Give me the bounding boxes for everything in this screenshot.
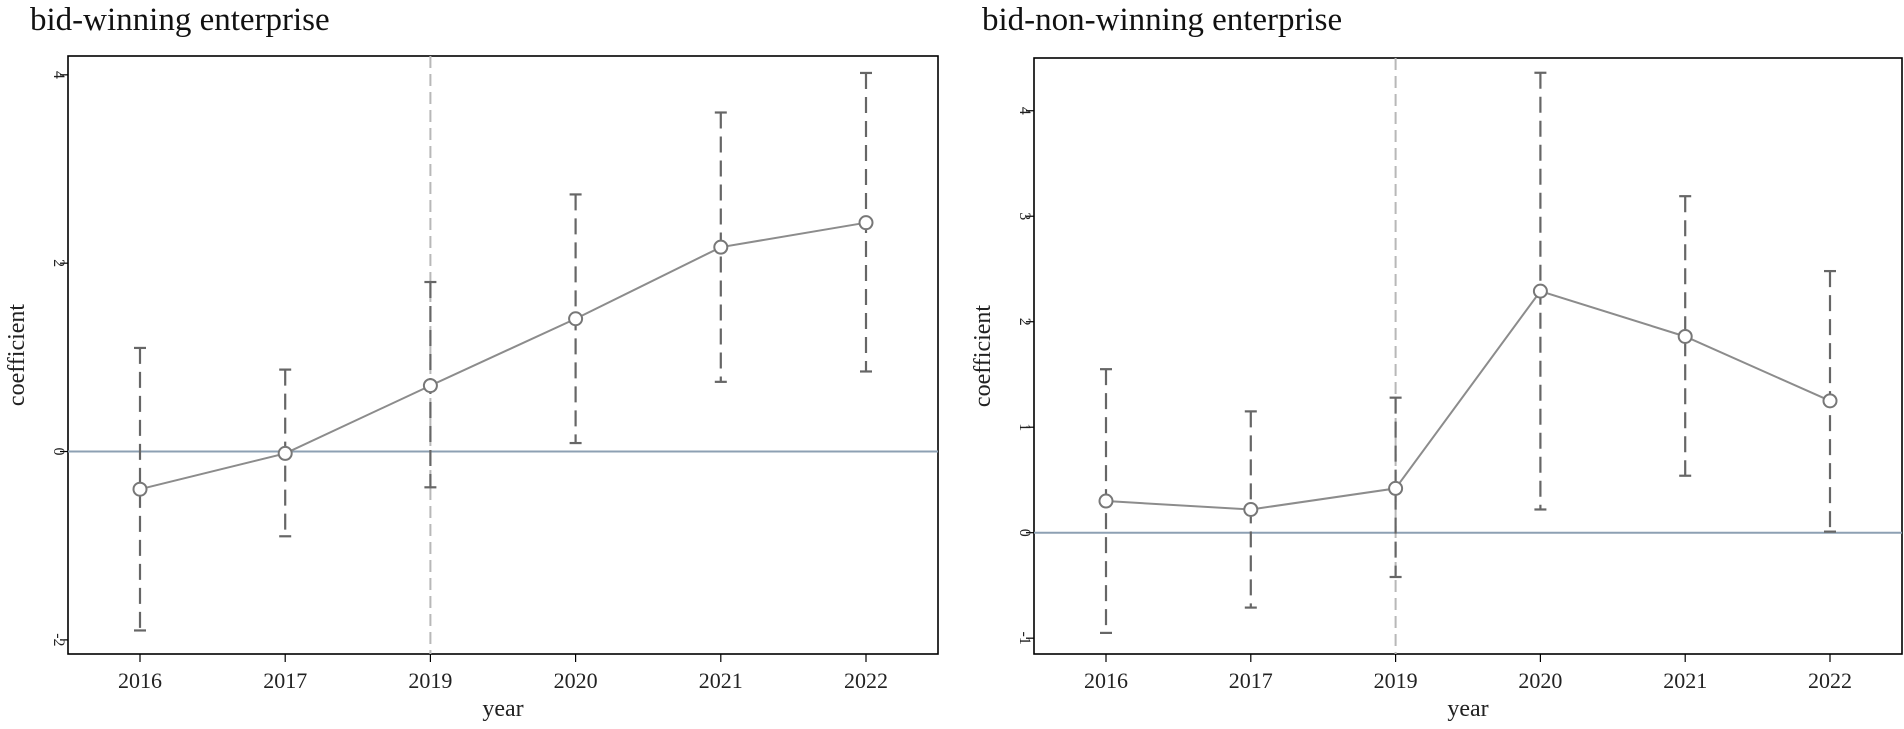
data-point xyxy=(858,215,874,231)
data-point xyxy=(132,481,148,497)
chart-panel-right: bid-non-winning enterprise -1 0 1 2 3 4 2016 20… xyxy=(952,0,1904,729)
data-point xyxy=(1388,480,1404,496)
x-tick-label: 2016 xyxy=(118,668,162,693)
x-tick-label: 2022 xyxy=(844,668,888,693)
x-tick-label: 2021 xyxy=(1663,668,1707,693)
plot-frame xyxy=(1033,57,1903,655)
y-tick-label: 2 xyxy=(50,259,67,267)
chart-title: bid-winning enterprise xyxy=(30,2,330,38)
y-tick-label: 2 xyxy=(1016,318,1033,326)
error-bar xyxy=(1679,195,1692,477)
series-line xyxy=(1105,289,1831,511)
x-tick-label: 2020 xyxy=(554,668,598,693)
series-line xyxy=(139,221,867,491)
plot-frame xyxy=(67,55,939,655)
y-tick-label: 0 xyxy=(1016,529,1033,537)
y-tick-label: 1 xyxy=(1016,423,1033,431)
data-point xyxy=(422,378,438,394)
error-bar xyxy=(134,346,146,632)
x-tick-label: 2017 xyxy=(263,668,307,693)
data-point xyxy=(1532,283,1548,299)
x-tick-label: 2020 xyxy=(1518,668,1562,693)
x-tick-label: 2019 xyxy=(1374,668,1418,693)
x-tick-label: 2017 xyxy=(1229,668,1273,693)
x-tick-label: 2016 xyxy=(1084,668,1128,693)
data-point xyxy=(568,311,584,327)
y-axis-label: coefficient xyxy=(970,305,996,407)
chart-plot: -1 0 1 2 3 4 2016 2017 2019 2020 2021 2022 year coeff… xyxy=(970,57,1903,722)
chart-plot: -2 0 2 4 2016 2017 2019 2020 2021 2022 year coeffic… xyxy=(4,55,939,722)
chart-title: bid-non-winning enterprise xyxy=(982,2,1343,38)
y-tick-label: 4 xyxy=(50,71,67,79)
data-point xyxy=(277,445,293,461)
y-tick-label: -1 xyxy=(1016,632,1033,645)
chart-panel-left: bid-winning enterprise -2 0 2 4 2016 2017 2019… xyxy=(4,2,939,722)
y-tick-label: 0 xyxy=(50,448,67,456)
x-tick-label: 2019 xyxy=(408,668,452,693)
y-tick-label: -2 xyxy=(50,633,67,646)
data-point xyxy=(1822,393,1838,409)
data-point xyxy=(1677,328,1693,344)
y-tick-label: 4 xyxy=(1016,107,1033,115)
error-bar xyxy=(1389,396,1402,579)
x-axis-label: year xyxy=(1447,696,1488,722)
data-point xyxy=(1243,501,1259,517)
x-tick-label: 2022 xyxy=(1808,668,1852,693)
x-axis-label: year xyxy=(482,696,523,722)
data-point xyxy=(1098,493,1114,509)
data-point xyxy=(713,239,729,255)
y-axis-label: coefficient xyxy=(4,304,30,406)
y-tick-label: 3 xyxy=(1016,212,1033,220)
x-tick-label: 2021 xyxy=(699,668,743,693)
